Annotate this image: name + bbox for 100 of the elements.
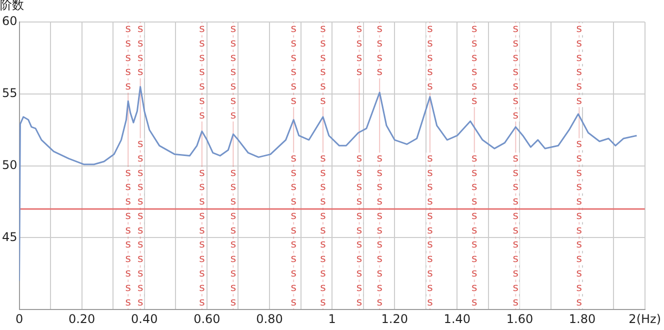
x-tick-label: 0.80 — [256, 312, 283, 326]
text: s — [230, 36, 236, 50]
text: s — [427, 50, 433, 64]
text: s — [356, 280, 362, 294]
text: s — [512, 80, 519, 93]
text: s — [125, 266, 131, 280]
text: s — [576, 223, 582, 236]
text: s — [472, 151, 478, 164]
text: s — [290, 180, 296, 194]
text: s — [230, 266, 236, 280]
text: s — [320, 80, 326, 93]
text: s — [472, 266, 478, 280]
y-tick-label: 55 — [2, 86, 18, 100]
text: s — [125, 80, 131, 93]
text: s — [427, 166, 433, 179]
ref-line-label: s — [356, 22, 362, 36]
text: s — [512, 280, 519, 294]
text: s — [576, 94, 582, 107]
ref-line-label: s — [576, 22, 582, 36]
text: s — [125, 252, 131, 266]
text: s — [472, 223, 478, 236]
text: s — [472, 208, 478, 222]
text: s — [376, 208, 382, 222]
ref-line-label: s — [137, 22, 144, 36]
text: s — [320, 166, 326, 179]
text: s — [512, 223, 519, 236]
text: s — [230, 80, 236, 93]
text: s — [199, 80, 205, 93]
text: s — [427, 208, 433, 222]
text: s — [472, 65, 478, 78]
text: s — [199, 280, 205, 294]
text: s — [230, 94, 236, 107]
text: s — [290, 266, 296, 280]
text: s — [137, 50, 144, 64]
text: s — [356, 208, 362, 222]
text: s — [320, 180, 326, 194]
text: s — [137, 194, 144, 208]
text: s — [376, 50, 382, 64]
text: s — [512, 194, 519, 208]
text: s — [230, 108, 236, 122]
text: s — [125, 280, 131, 294]
text: s — [512, 180, 519, 194]
text: s — [230, 50, 236, 64]
text: s — [472, 36, 478, 50]
text: s — [199, 194, 205, 208]
text: s — [512, 266, 519, 280]
text: s — [230, 208, 236, 222]
text: s — [512, 252, 519, 266]
text: s — [320, 151, 326, 164]
text: s — [576, 80, 582, 93]
text: s — [230, 166, 236, 179]
text: s — [125, 65, 131, 78]
text: s — [125, 295, 131, 308]
text: s — [376, 266, 382, 280]
text: s — [290, 50, 296, 64]
text: s — [199, 208, 205, 222]
text: s — [576, 238, 582, 251]
text: s — [137, 180, 144, 194]
text: s — [320, 50, 326, 64]
text: s — [376, 65, 382, 78]
text: s — [356, 50, 362, 64]
ref-line-label: s — [320, 22, 326, 36]
text: s — [576, 208, 582, 222]
text: s — [576, 252, 582, 266]
text: s — [199, 166, 205, 179]
text: s — [320, 252, 326, 266]
text: s — [376, 180, 382, 194]
text: s — [137, 208, 144, 222]
ref-line-label: s — [125, 22, 132, 36]
text: s — [576, 266, 582, 280]
text: s — [427, 65, 433, 78]
ref-line-label: s — [376, 22, 383, 36]
text: s — [230, 223, 236, 236]
text: s — [576, 50, 582, 64]
text: s — [427, 223, 433, 236]
text: s — [290, 238, 296, 251]
x-tick-label: 1.80 — [568, 312, 596, 326]
text: s — [576, 151, 582, 164]
text: s — [320, 36, 326, 50]
ref-line-label: s — [427, 22, 434, 36]
text: s — [356, 252, 362, 266]
ref-line-label: s — [199, 22, 206, 36]
text: s — [376, 280, 382, 294]
text: s — [199, 252, 205, 266]
ref-line-label: s — [472, 22, 478, 36]
text: s — [320, 65, 326, 78]
text: s — [427, 252, 433, 266]
x-tick-label: 0 — [15, 312, 24, 326]
text: s — [376, 194, 382, 208]
text: s — [427, 80, 433, 93]
text: s — [199, 65, 205, 78]
text: s — [320, 94, 326, 107]
ref-line-label: s — [230, 22, 236, 36]
text: s — [576, 194, 582, 208]
text: s — [512, 36, 519, 50]
text: s — [290, 208, 296, 222]
text: s — [356, 238, 362, 251]
text: s — [230, 295, 236, 308]
text: s — [137, 223, 144, 236]
text: s — [512, 295, 519, 308]
